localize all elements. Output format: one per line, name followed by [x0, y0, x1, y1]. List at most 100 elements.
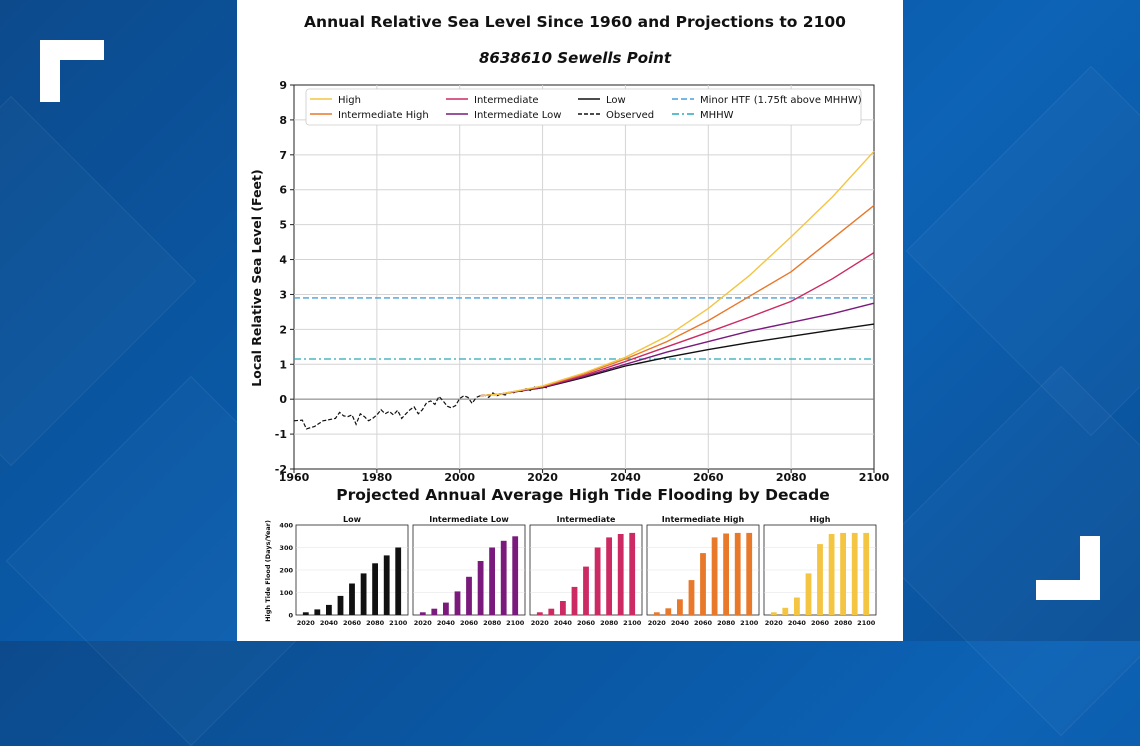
- main-line-chart: 1960 1980 2000 2020 2040 2060 2080 2100 -2 -1 0 1 2 3…: [275, 79, 890, 484]
- bar: [489, 547, 495, 615]
- bar: [326, 604, 332, 615]
- bar-x-tick-label: 2100: [389, 619, 408, 627]
- bar-y-tick-label: 200: [279, 567, 293, 575]
- bar-x-tick-label: 2100: [623, 619, 642, 627]
- bar-x-tick-label: 2040: [671, 619, 690, 627]
- bar: [606, 537, 612, 615]
- bar: [360, 573, 367, 615]
- bar-x-tick-label: 2080: [366, 619, 385, 627]
- bar: [349, 583, 355, 615]
- x-tick-label: 1980: [362, 471, 393, 484]
- bar-section-title: Projected Annual Average High Tide Flood…: [336, 486, 830, 504]
- bar: [734, 532, 741, 615]
- bar-panel-title: High: [810, 515, 831, 524]
- bar-x-tick-label: 2040: [554, 619, 573, 627]
- bar-y-tick-label: 400: [279, 522, 293, 530]
- bar-y-tick-label: 300: [279, 544, 293, 552]
- bar: [383, 555, 390, 615]
- y-tick-label: 1: [279, 358, 287, 371]
- x-tick-label: 2080: [776, 471, 807, 484]
- bar: [419, 612, 426, 615]
- bar: [536, 612, 543, 615]
- y-tick-label: 6: [279, 184, 287, 197]
- bar: [782, 607, 789, 615]
- bar: [665, 608, 672, 616]
- bar-x-tick-label: 2080: [600, 619, 619, 627]
- bar-panel-title: Intermediate Low: [429, 515, 509, 524]
- bar-panel-title: Intermediate: [557, 515, 616, 524]
- bar: [594, 547, 601, 615]
- y-tick-label: -2: [275, 463, 287, 476]
- bar: [337, 595, 344, 615]
- chart-legend: High Intermediate High Intermediate Interme…: [305, 88, 862, 126]
- x-tick-label: 2000: [444, 471, 475, 484]
- legend-label: MHHW: [700, 110, 734, 121]
- bar: [863, 532, 870, 615]
- bar-x-tick-label: 2060: [460, 619, 479, 627]
- bar: [560, 601, 566, 615]
- main-title: Annual Relative Sea Level Since 1960 and…: [304, 13, 846, 31]
- bar: [512, 536, 519, 616]
- bar: [805, 573, 812, 615]
- bar-x-tick-label: 2060: [694, 619, 713, 627]
- bar: [302, 612, 309, 615]
- bar: [794, 597, 800, 616]
- background-diamond: [875, 365, 1140, 737]
- bar: [431, 608, 438, 615]
- bar: [723, 533, 729, 615]
- bar-x-tick-label: 2040: [437, 619, 456, 627]
- bar-x-tick-label: 2020: [648, 619, 667, 627]
- chart-panel: Annual Relative Sea Level Since 1960 and…: [237, 0, 903, 641]
- bar: [851, 532, 858, 615]
- x-tick-label: 2100: [859, 471, 890, 484]
- y-tick-label: 2: [279, 323, 287, 336]
- bar-x-tick-label: 2100: [857, 619, 876, 627]
- bar-panel-title: Intermediate High: [662, 515, 745, 524]
- bar-x-tick-label: 2040: [788, 619, 807, 627]
- bar: [711, 537, 718, 615]
- bar: [828, 534, 835, 615]
- bar: [677, 599, 683, 615]
- bar-x-tick-label: 2080: [717, 619, 736, 627]
- bar-x-tick-label: 2040: [320, 619, 339, 627]
- bar: [443, 602, 449, 615]
- chart-figure: Annual Relative Sea Level Since 1960 and…: [249, 13, 890, 627]
- bar: [700, 553, 706, 615]
- bar: [395, 547, 402, 615]
- bar-panel-title: Low: [343, 515, 362, 524]
- plot-area: [293, 84, 875, 470]
- bar-charts: Low 2020 2040 2060 2080 2100 0 100 200 300 400 Inte…: [279, 515, 877, 627]
- bar: [314, 609, 321, 615]
- bar: [372, 563, 378, 615]
- bar-x-tick-label: 2080: [483, 619, 502, 627]
- bar-x-tick-label: 2060: [577, 619, 596, 627]
- bar: [746, 532, 753, 615]
- bar: [617, 534, 624, 615]
- y-tick-label: 3: [279, 288, 287, 301]
- bar-panel: Intermediate Low 2020 2040 2060 2080 2100: [412, 515, 526, 627]
- bar-panel: Low 2020 2040 2060 2080 2100 0 100 200 300 400: [279, 515, 409, 627]
- legend-label: Intermediate High: [338, 110, 429, 121]
- bar: [653, 612, 660, 615]
- bar-x-tick-label: 2100: [506, 619, 525, 627]
- bar: [817, 544, 823, 615]
- legend-box: [305, 88, 862, 126]
- y-tick-label: 8: [279, 114, 287, 127]
- x-tick-label: 2040: [610, 471, 641, 484]
- bar: [583, 566, 589, 615]
- legend-label: Minor HTF (1.75ft above MHHW): [700, 95, 862, 106]
- bar-x-tick-label: 2060: [343, 619, 362, 627]
- legend-label: Observed: [606, 110, 654, 121]
- background-diamond: [905, 65, 1140, 437]
- y-tick-label: 5: [279, 219, 287, 232]
- bar: [629, 532, 636, 615]
- x-tick-label: 2020: [527, 471, 558, 484]
- legend-label: Intermediate Low: [474, 110, 561, 121]
- bar-x-tick-label: 2100: [740, 619, 759, 627]
- series-line-high: [480, 150, 875, 397]
- bar-y-tick-label: 100: [279, 589, 293, 597]
- bar-panel: Intermediate High 2020 2040 2060 2080 2100: [646, 515, 760, 627]
- legend-label: High: [338, 95, 361, 106]
- bar: [840, 532, 846, 615]
- legend-label: Low: [606, 95, 626, 106]
